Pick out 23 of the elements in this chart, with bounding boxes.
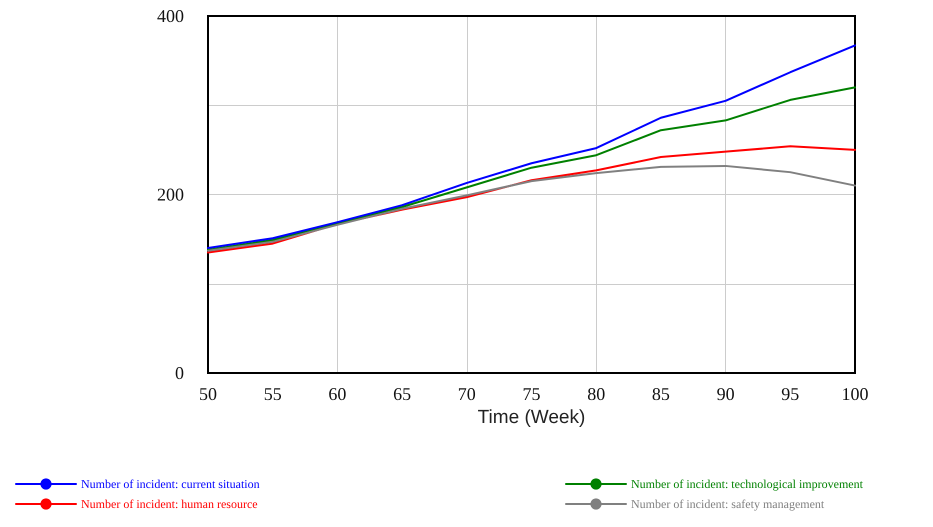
x-tick-label: 100 [842, 384, 868, 404]
x-tick-label: 65 [393, 384, 412, 404]
line-series [207, 86, 856, 251]
x-tick-label: 70 [458, 384, 476, 404]
line-series [207, 164, 856, 252]
legend-label: Number of incident: technological improvement [631, 477, 864, 491]
x-tick-label: 60 [328, 384, 346, 404]
x-axis-title: Time (Week) [478, 406, 586, 428]
line-series [207, 44, 856, 250]
legend-label: Number of incident: safety management [631, 497, 825, 511]
x-tick-label: 75 [522, 384, 540, 404]
y-tick-label: 400 [157, 6, 184, 26]
legend-label: Number of incident: current situation [81, 477, 260, 491]
line-series [207, 145, 856, 254]
x-tick-label: 90 [716, 384, 735, 404]
x-tick-label: 50 [199, 384, 217, 404]
x-tick-label: 85 [652, 384, 670, 404]
x-tick-label: 80 [587, 384, 606, 404]
y-tick-label: 0 [175, 363, 184, 383]
legend-label: Number of incident: human resource [81, 497, 258, 511]
y-tick-label: 200 [157, 184, 184, 204]
x-tick-label: 95 [781, 384, 800, 404]
x-tick-label: 55 [264, 384, 282, 404]
